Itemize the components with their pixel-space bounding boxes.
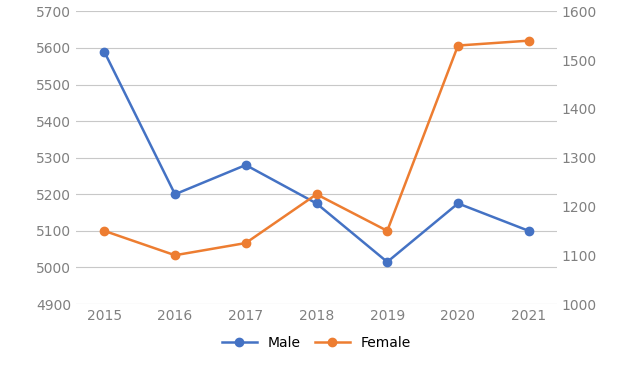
Female bbox=[454, 43, 462, 48]
Female bbox=[171, 253, 179, 258]
Male bbox=[454, 201, 462, 206]
Male bbox=[101, 49, 108, 54]
Female bbox=[525, 38, 532, 43]
Female bbox=[242, 241, 249, 245]
Female bbox=[101, 229, 108, 233]
Male bbox=[525, 228, 532, 233]
Male bbox=[384, 260, 391, 264]
Male bbox=[171, 192, 179, 196]
Line: Female: Female bbox=[100, 36, 533, 260]
Line: Male: Male bbox=[100, 48, 533, 266]
Legend: Male, Female: Male, Female bbox=[222, 336, 411, 350]
Male bbox=[242, 163, 249, 167]
Male bbox=[313, 201, 320, 206]
Female bbox=[313, 192, 320, 196]
Female bbox=[384, 229, 391, 233]
